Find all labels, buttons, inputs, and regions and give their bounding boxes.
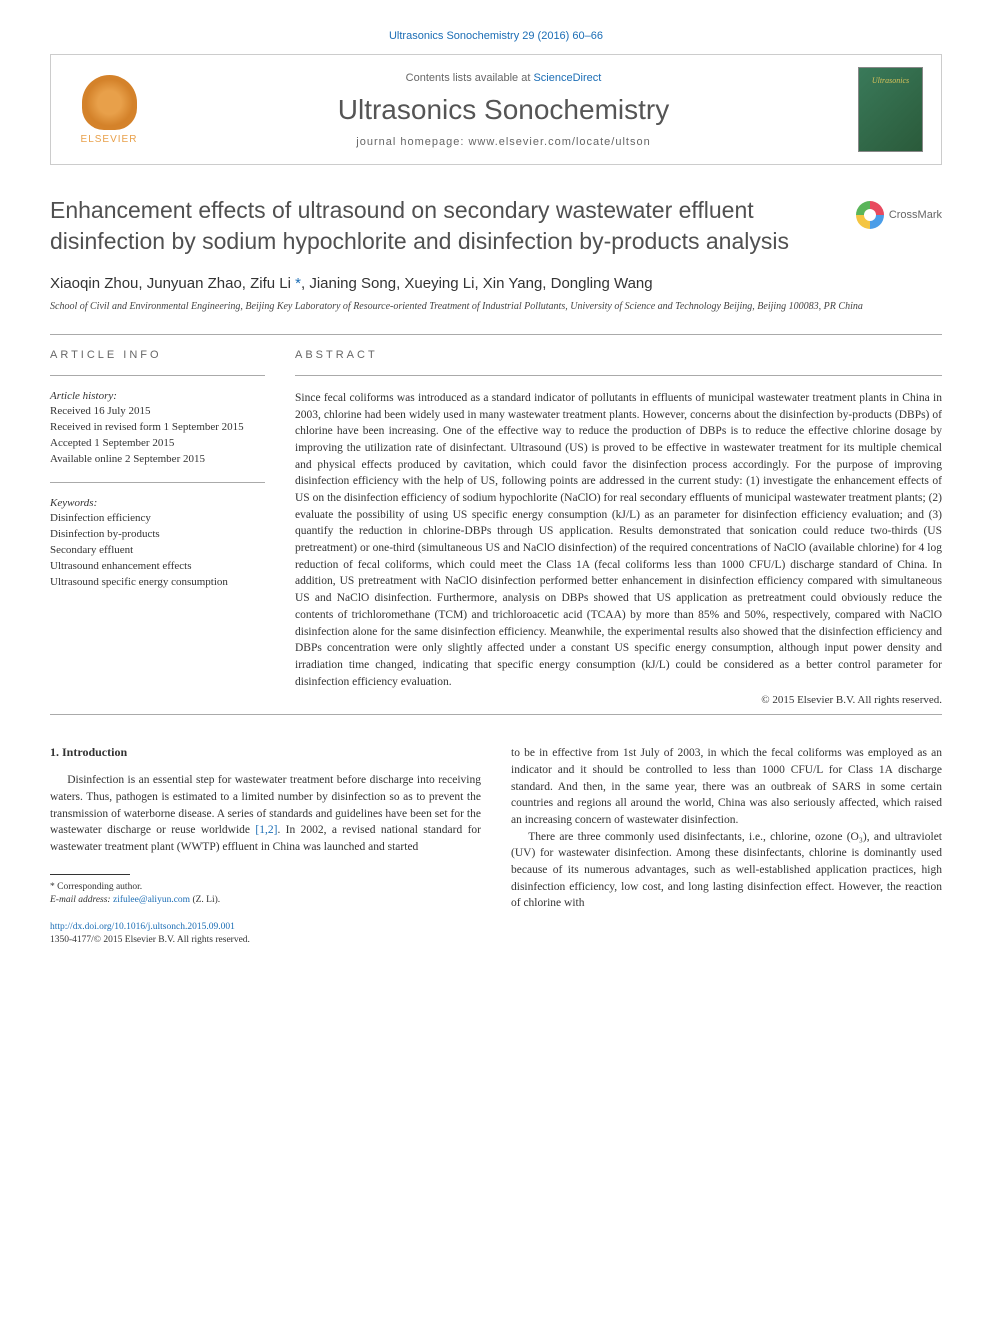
body-left-column: 1. Introduction Disinfection is an essen… xyxy=(50,745,481,948)
publisher-name: ELSEVIER xyxy=(81,134,138,145)
reference-link[interactable]: [1,2] xyxy=(255,824,277,836)
footnote-separator xyxy=(50,874,130,875)
history-block: Article history: Received 16 July 2015 R… xyxy=(50,390,265,468)
article-title: Enhancement effects of ultrasound on sec… xyxy=(50,195,836,257)
corresponding-star-icon: * xyxy=(295,275,301,292)
section-heading: 1. Introduction xyxy=(50,745,481,760)
homepage-url[interactable]: www.elsevier.com/locate/ultson xyxy=(468,136,650,148)
cover-title: Ultrasonics xyxy=(872,76,909,85)
keywords-block: Keywords: Disinfection efficiency Disinf… xyxy=(50,497,265,591)
crossmark-badge[interactable]: CrossMark xyxy=(856,201,942,229)
crossmark-icon xyxy=(856,201,884,229)
issn-copyright: 1350-4177/© 2015 Elsevier B.V. All right… xyxy=(50,934,481,947)
keywords-heading: Keywords: xyxy=(50,497,265,509)
revised-date: Received in revised form 1 September 201… xyxy=(50,420,265,436)
body-columns: 1. Introduction Disinfection is an essen… xyxy=(50,745,942,948)
abstract-column: abstract Since fecal coliforms was intro… xyxy=(295,349,942,706)
email-address[interactable]: zifulee@aliyun.com xyxy=(113,895,190,905)
divider-top xyxy=(50,334,942,335)
corresponding-footnote: * Corresponding author. E-mail address: … xyxy=(50,881,481,908)
keyword: Ultrasound enhancement effects xyxy=(50,559,265,575)
keyword: Disinfection by-products xyxy=(50,527,265,543)
info-divider xyxy=(50,375,265,376)
keyword: Disinfection efficiency xyxy=(50,511,265,527)
keyword: Ultrasound specific energy consumption xyxy=(50,575,265,591)
history-heading: Article history: xyxy=(50,390,265,402)
email-suffix: (Z. Li). xyxy=(190,895,220,905)
email-label: E-mail address: xyxy=(50,895,113,905)
body-right-column: to be in effective from 1st July of 2003… xyxy=(511,745,942,948)
author-list: Xiaoqin Zhou, Junyuan Zhao, Zifu Li *, J… xyxy=(50,275,942,292)
corr-author-note: * Corresponding author. xyxy=(50,881,481,894)
journal-header: ELSEVIER Contents lists available at Sci… xyxy=(50,54,942,165)
contents-prefix: Contents lists available at xyxy=(406,72,534,84)
info-abstract-row: article info Article history: Received 1… xyxy=(50,349,942,706)
homepage-prefix: journal homepage: xyxy=(356,136,468,148)
abstract-divider xyxy=(295,375,942,376)
sciencedirect-link[interactable]: ScienceDirect xyxy=(533,72,601,84)
para-continuation: to be in effective from 1st July of 2003… xyxy=(511,745,942,828)
online-date: Available online 2 September 2015 xyxy=(50,452,265,468)
article-info-column: article info Article history: Received 1… xyxy=(50,349,265,706)
crossmark-label: CrossMark xyxy=(889,209,942,221)
keywords-divider xyxy=(50,482,265,483)
journal-name: Ultrasonics Sonochemistry xyxy=(149,94,858,126)
abstract-text: Since fecal coliforms was introduced as … xyxy=(295,390,942,690)
received-date: Received 16 July 2015 xyxy=(50,404,265,420)
doi-block: http://dx.doi.org/10.1016/j.ultsonch.201… xyxy=(50,921,481,948)
citation-line: Ultrasonics Sonochemistry 29 (2016) 60–6… xyxy=(50,30,942,42)
article-info-label: article info xyxy=(50,349,265,361)
journal-cover-thumbnail: Ultrasonics xyxy=(858,67,923,152)
header-center: Contents lists available at ScienceDirec… xyxy=(149,72,858,148)
journal-homepage: journal homepage: www.elsevier.com/locat… xyxy=(149,136,858,148)
affiliation: School of Civil and Environmental Engine… xyxy=(50,300,942,314)
doi-link[interactable]: http://dx.doi.org/10.1016/j.ultsonch.201… xyxy=(50,921,481,934)
keyword: Secondary effluent xyxy=(50,543,265,559)
elsevier-logo: ELSEVIER xyxy=(69,75,149,145)
body-paragraph: to be in effective from 1st July of 2003… xyxy=(511,745,942,912)
accepted-date: Accepted 1 September 2015 xyxy=(50,436,265,452)
email-line: E-mail address: zifulee@aliyun.com (Z. L… xyxy=(50,894,481,907)
contents-available: Contents lists available at ScienceDirec… xyxy=(149,72,858,84)
abstract-label: abstract xyxy=(295,349,942,361)
divider-bottom xyxy=(50,714,942,715)
para: There are three commonly used disinfecta… xyxy=(511,829,942,912)
elsevier-tree-icon xyxy=(82,75,137,130)
abstract-copyright: © 2015 Elsevier B.V. All rights reserved… xyxy=(295,694,942,706)
body-paragraph: Disinfection is an essential step for wa… xyxy=(50,772,481,855)
title-row: Enhancement effects of ultrasound on sec… xyxy=(50,195,942,257)
